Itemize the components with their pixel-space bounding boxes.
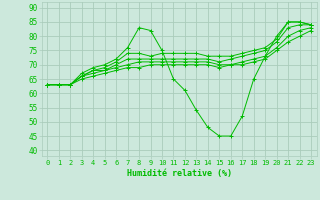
X-axis label: Humidité relative (%): Humidité relative (%) <box>127 169 232 178</box>
